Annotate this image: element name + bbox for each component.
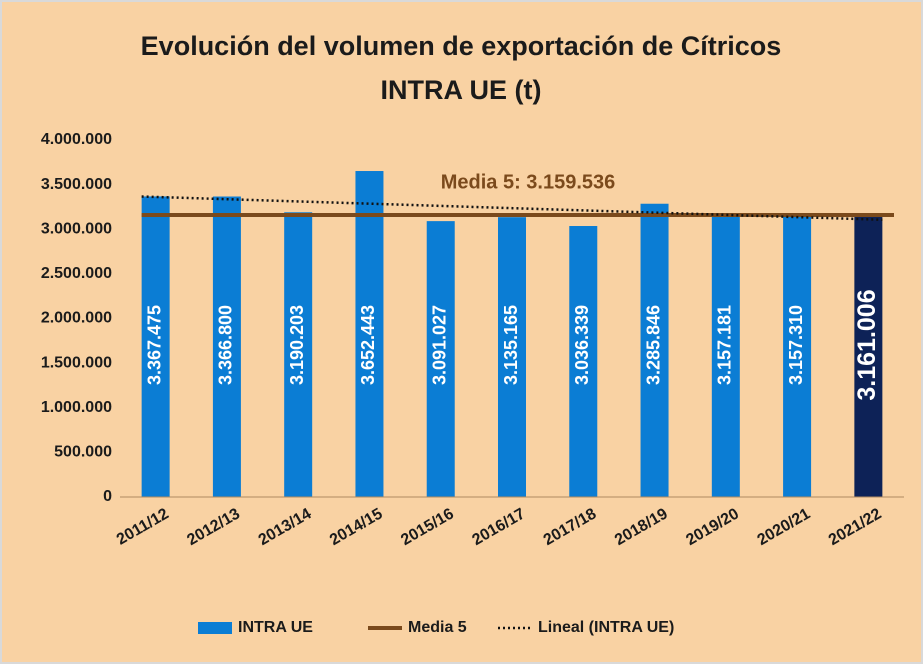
value-label: 3.157.310: [786, 305, 806, 385]
bar: [640, 203, 669, 497]
y-tick-label: 500.000: [54, 444, 112, 461]
bar: [711, 215, 740, 497]
average-label: Media 5: 3.159.536: [441, 171, 616, 193]
legend-label: Media 5: [408, 619, 467, 636]
value-label: 3.157.181: [715, 305, 735, 385]
bar: [854, 214, 883, 497]
y-tick-label: 1.500.000: [41, 354, 112, 371]
value-label: 3.190.203: [287, 305, 307, 385]
value-label: 3.135.165: [501, 305, 521, 385]
bar: [783, 215, 812, 497]
bar: [426, 221, 455, 497]
chart-subtitle: INTRA UE (t): [381, 75, 542, 105]
legend-swatch: [198, 622, 232, 634]
legend-label: INTRA UE: [238, 619, 313, 636]
value-label: 3.161.006: [853, 289, 881, 400]
bar: [212, 196, 241, 497]
y-tick-label: 1.000.000: [41, 399, 112, 416]
bar: [284, 212, 313, 497]
legend-label: Lineal (INTRA UE): [538, 619, 674, 636]
y-tick-label: 0: [103, 488, 112, 505]
y-tick-label: 3.500.000: [41, 176, 112, 193]
value-label: 3.366.800: [216, 305, 236, 385]
bar: [141, 196, 170, 497]
bar: [355, 171, 384, 497]
value-label: 3.036.339: [572, 305, 592, 385]
value-label: 3.091.027: [429, 305, 449, 385]
y-tick-label: 4.000.000: [41, 131, 112, 148]
y-tick-label: 2.500.000: [41, 265, 112, 282]
value-label: 3.652.443: [358, 305, 378, 385]
value-label: 3.367.475: [144, 305, 164, 385]
bar: [498, 217, 526, 497]
y-tick-label: 3.000.000: [41, 220, 112, 237]
chart-title: Evolución del volumen de exportación de …: [141, 31, 782, 61]
value-label: 3.285.846: [643, 305, 663, 385]
bar: [569, 226, 598, 497]
y-tick-label: 2.000.000: [41, 310, 112, 327]
trend-line: [141, 195, 883, 222]
